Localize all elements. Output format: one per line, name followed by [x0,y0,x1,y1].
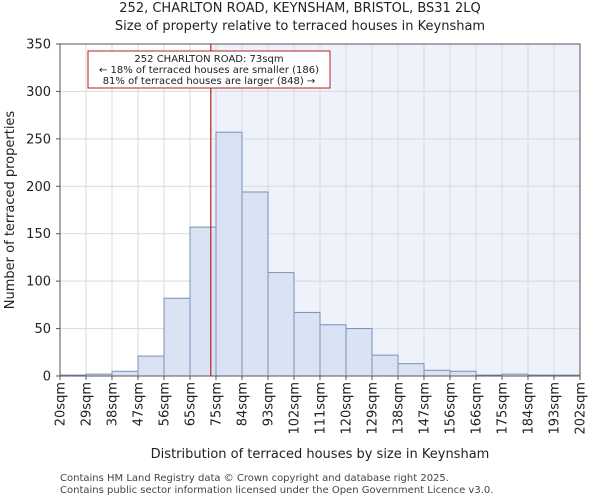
histogram-bar [423,369,451,377]
histogram-bar [293,311,321,377]
annotation-box [87,50,331,89]
histogram-bar [189,226,217,377]
histogram-bar [241,191,269,377]
x-axis-title: Distribution of terraced houses by size … [151,447,490,462]
y-tick-label: 250 [26,132,51,147]
histogram-bar [449,370,477,377]
x-tick-label: 38sqm [106,382,121,426]
x-tick-label: 138sqm [392,382,407,435]
x-tick-label: 147sqm [418,382,433,435]
x-tick-label: 156sqm [444,382,459,435]
x-tick-label: 129sqm [366,382,381,435]
histogram-bar [319,324,347,377]
x-tick-label: 75sqm [210,382,225,426]
x-tick-label: 56sqm [158,382,173,426]
x-tick-label: 175sqm [496,382,511,435]
histogram-bar [163,297,191,377]
y-tick-label: 50 [34,322,51,337]
y-tick-label: 150 [26,227,51,242]
annotation-line-2: ← 18% of terraced houses are smaller (18… [99,65,319,76]
chart-title-address: 252, CHARLTON ROAD, KEYNSHAM, BRISTOL, B… [119,1,481,16]
histogram-chart: 0 50 100 150 200 250 300 350 20sqm 29sqm 38sqm 47sq… [3,38,589,463]
chart-title-subtitle: Size of property relative to terraced ho… [114,19,486,34]
histogram-bar [371,354,399,377]
x-tick-label: 93sqm [262,382,277,426]
x-tick-label: 193sqm [548,382,563,435]
x-tick-label: 65sqm [184,382,199,426]
histogram-bar [111,370,139,377]
x-tick-label: 202sqm [574,382,589,435]
x-tick-label: 120sqm [340,382,355,435]
annotation-line-3: 81% of terraced houses are larger (848) … [103,76,316,87]
y-tick-label: 200 [26,180,51,195]
y-axis-title: Number of terraced properties [3,111,18,310]
footer-copyright: Contains HM Land Registry data © Crown c… [60,473,449,484]
histogram-bar [215,131,243,377]
y-tick-label: 350 [26,38,51,53]
footer-licence: Contains public sector information licen… [60,485,494,496]
x-tick-label: 166sqm [470,382,485,435]
x-tick-label: 184sqm [522,382,537,435]
x-tick-label: 20sqm [54,382,69,426]
x-tick-label: 111sqm [314,382,329,435]
x-tick-label: 102sqm [288,382,303,435]
histogram-bar [267,272,295,377]
y-tick-label: 0 [43,370,51,385]
y-tick-label: 300 [26,85,51,100]
histogram-bar [137,355,165,377]
annotation-line-1: 252 CHARLTON ROAD: 73sqm [134,54,283,65]
x-tick-label: 29sqm [80,382,95,426]
x-tick-label: 47sqm [132,382,147,426]
histogram-bar [345,328,373,377]
y-tick-label: 100 [26,275,51,290]
histogram-bar [397,363,425,377]
x-tick-label: 84sqm [236,382,251,426]
